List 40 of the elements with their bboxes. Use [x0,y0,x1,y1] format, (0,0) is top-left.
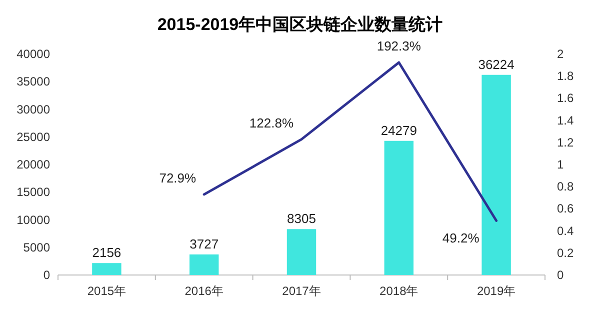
y-tick-label: 5000 [23,240,50,254]
x-tick-label: 2019年 [476,284,516,298]
y2-tick-label: 0 [557,268,564,282]
y2-tick-label: 1.2 [557,135,574,150]
y-tick-label: 10000 [16,212,50,227]
y-tick-label: 35000 [16,74,50,89]
data-label: 3727 [190,236,219,252]
y2-tick-label: 0.6 [557,202,574,216]
y-tick-label: 20000 [16,158,50,172]
bar [482,74,511,275]
chart-title: 2015-2019年中国区块链企业数量统计 [157,15,443,34]
y-tick-label: 40000 [16,47,50,61]
data-label: 192.3% [376,38,422,54]
y2-tick-label: 0.4 [557,224,574,238]
y-tick-label: 15000 [16,185,50,200]
y2-tick-label: 0.8 [557,180,574,194]
data-label: 8305 [287,211,316,226]
data-label: 72.9% [159,170,197,186]
x-tick-label: 2016年 [184,284,224,298]
y2-tick-label: 1.8 [557,69,574,84]
x-tick-label: 2017年 [282,284,321,298]
data-label: 2156 [92,245,122,260]
y-tick-label: 30000 [16,102,50,116]
bar [384,140,414,275]
bar [189,254,219,275]
data-label: 49.2% [442,230,480,246]
y2-tick-label: 0.2 [557,246,574,260]
data-label: 122.8% [249,115,294,130]
bar [92,263,122,275]
y2-tick-label: 2 [557,47,564,61]
data-label: 24279 [380,122,417,138]
data-label: 36224 [478,56,514,72]
y-tick-label: 25000 [16,130,50,144]
y2-tick-label: 1 [557,158,564,172]
bar [286,229,316,275]
x-tick-label: 2018年 [380,284,418,298]
y-tick-label: 0 [43,268,50,282]
y2-tick-label: 1.6 [557,91,574,106]
y2-tick-label: 1.4 [557,113,574,128]
x-tick-label: 2015年 [87,284,126,298]
